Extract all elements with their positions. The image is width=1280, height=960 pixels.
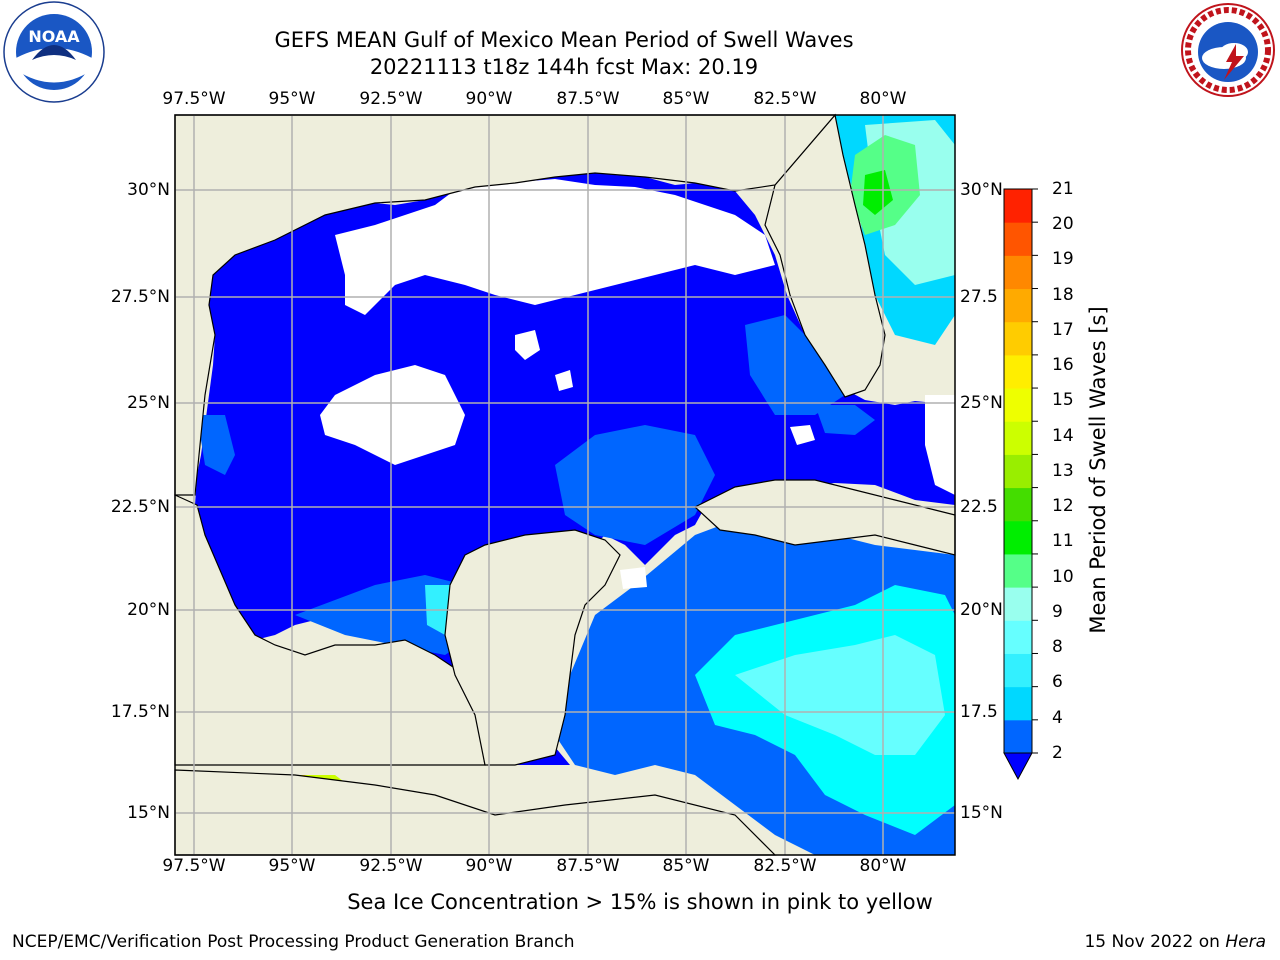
lat-label-right: 30°N (960, 180, 1003, 200)
colorbar-segment (1004, 553, 1032, 588)
colorbar-segment (1004, 454, 1032, 489)
missing-data-small-4 (620, 567, 647, 589)
colorbar-tick: 16 (1052, 355, 1074, 375)
graticule (175, 115, 955, 855)
colorbar-segment (1004, 686, 1032, 721)
colorbar-tick: 21 (1052, 179, 1074, 199)
colorbar-label: Mean Period of Swell Waves [s] (1086, 306, 1110, 634)
atlantic-deep-green (863, 170, 893, 215)
svg-text:NOAA: NOAA (28, 27, 80, 46)
gulf-patch-southeast (555, 425, 715, 545)
colorbar-tick: 8 (1052, 637, 1063, 657)
lat-label-left: 27.5°N (110, 287, 170, 307)
lat-label-left: 15°N (127, 803, 170, 823)
missing-data-small-1 (515, 330, 540, 360)
colorbar-tick: 4 (1052, 708, 1063, 728)
lat-label-left: 17.5°N (110, 702, 170, 722)
colorbar-tick: 17 (1052, 320, 1074, 340)
bahamas-missing (925, 395, 955, 495)
colorbar-segment (1004, 321, 1032, 356)
lat-label-right: 22.5 (960, 497, 998, 517)
missing-data-small-3 (790, 425, 815, 445)
chart-subtitle: 20221113 t18z 144h fcst Max: 20.19 (369, 55, 759, 79)
colorbar-segment (1004, 620, 1032, 654)
lat-label-left: 20°N (127, 600, 170, 620)
lat-label-right: 27.5 (960, 287, 998, 307)
lon-label-bottom: 82.5°W (753, 856, 817, 876)
noaa-logo: NOAA (3, 1, 105, 103)
date-stamp: 15 Nov 2022 on Hera (1084, 932, 1266, 952)
lon-label-top: 80°W (859, 89, 907, 109)
lat-label-left: 30°N (127, 180, 170, 200)
machine-name: Hera (1225, 932, 1266, 952)
florida-shelf (745, 315, 845, 415)
colorbar-segment (1004, 288, 1032, 323)
colorbar-segment (1004, 587, 1032, 621)
colorbar-segment (1004, 653, 1032, 688)
lat-label-left: 25°N (127, 393, 170, 413)
colorbar-tick: 18 (1052, 285, 1074, 305)
colorbar-segment (1004, 421, 1032, 455)
colorbar-under-extension (1003, 752, 1033, 781)
colorbar-tick: 20 (1052, 214, 1074, 234)
colorbar-tick: 14 (1052, 426, 1074, 446)
colorbar-tick: 19 (1052, 249, 1074, 269)
colorbar (1003, 188, 1038, 781)
colorbar-segment (1004, 222, 1032, 256)
colorbar-segment (1004, 255, 1032, 290)
lon-label-bottom: 85°W (662, 856, 710, 876)
lon-label-top: 92.5°W (359, 89, 423, 109)
map-panel (174, 113, 956, 856)
colorbar-tick: 12 (1052, 496, 1074, 516)
colorbar-tick: 15 (1052, 390, 1074, 410)
chart-title: GEFS MEAN Gulf of Mexico Mean Period of … (274, 28, 854, 52)
gulf-patch-west (197, 415, 235, 475)
map-frame (174, 114, 956, 856)
colorbar-tick: 9 (1052, 602, 1063, 622)
lon-label-bottom: 80°W (859, 856, 907, 876)
missing-data-north (335, 179, 775, 315)
colorbar-segment (1004, 520, 1032, 555)
lon-label-top: 97.5°W (162, 89, 226, 109)
lon-label-top: 87.5°W (556, 89, 620, 109)
colorbar-segment (1004, 719, 1032, 754)
lon-label-top: 82.5°W (753, 89, 817, 109)
lon-label-bottom: 97.5°W (162, 856, 226, 876)
lon-label-bottom: 87.5°W (556, 856, 620, 876)
lon-label-top: 95°W (268, 89, 316, 109)
lat-label-right: 20°N (960, 600, 1003, 620)
nws-logo (1181, 3, 1275, 97)
colorbar-tick: 6 (1052, 672, 1063, 692)
colorbar-segment (1004, 487, 1032, 522)
missing-data-small-2 (555, 370, 573, 391)
lat-label-right: 15°N (960, 803, 1003, 823)
colorbar-segment (1004, 189, 1032, 223)
date-text: 15 Nov 2022 on (1084, 932, 1220, 952)
keys-blue (815, 405, 875, 435)
colorbar-tick: 11 (1052, 531, 1074, 551)
lat-label-right: 17.5 (960, 702, 998, 722)
caribbean-light-band (735, 635, 945, 755)
colorbar-segment (1004, 388, 1032, 422)
sea-ice-footnote: Sea Ice Concentration > 15% is shown in … (347, 890, 933, 914)
colorbar-tick: 10 (1052, 567, 1074, 587)
lon-label-bottom: 90°W (465, 856, 513, 876)
lon-label-bottom: 95°W (268, 856, 316, 876)
colorbar-frame (1003, 188, 1033, 754)
lat-label-right: 25°N (960, 393, 1003, 413)
colorbar-tick: 2 (1052, 743, 1063, 763)
colorbar-segment (1004, 354, 1032, 389)
lon-label-bottom: 92.5°W (359, 856, 423, 876)
credit-line: NCEP/EMC/Verification Post Processing Pr… (12, 932, 575, 952)
missing-data-central (320, 365, 465, 465)
lat-label-left: 22.5°N (110, 497, 170, 517)
colorbar-tick: 13 (1052, 461, 1074, 481)
lon-label-top: 90°W (465, 89, 513, 109)
us-gulf-coast (174, 114, 837, 496)
lon-label-top: 85°W (662, 89, 710, 109)
